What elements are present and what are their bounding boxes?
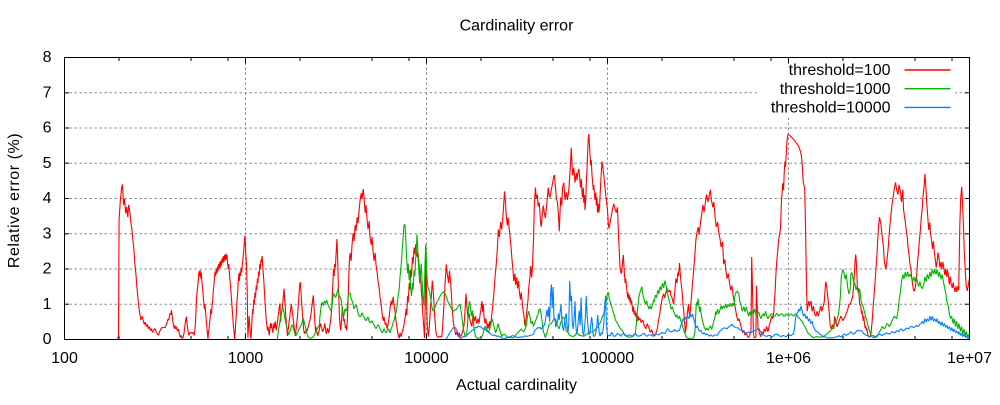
svg-text:0: 0 [43,331,52,348]
svg-text:1e+07: 1e+07 [947,350,992,367]
svg-text:100000: 100000 [581,350,634,367]
svg-text:Actual cardinality: Actual cardinality [456,377,577,394]
svg-text:threshold=100: threshold=100 [789,62,891,79]
svg-text:8: 8 [43,49,52,66]
svg-text:Cardinality error: Cardinality error [460,18,574,35]
svg-text:2: 2 [43,261,52,278]
svg-text:10000: 10000 [404,350,449,367]
svg-text:threshold=1000: threshold=1000 [780,81,891,98]
svg-text:4: 4 [43,190,52,207]
svg-text:100: 100 [51,350,78,367]
svg-text:7: 7 [43,84,52,101]
svg-text:1e+06: 1e+06 [766,350,811,367]
svg-text:Relative error (%): Relative error (%) [6,133,23,268]
svg-text:1: 1 [43,296,52,313]
svg-text:5: 5 [43,155,52,172]
svg-text:threshold=10000: threshold=10000 [771,100,891,117]
svg-text:3: 3 [43,225,52,242]
svg-text:1000: 1000 [228,350,264,367]
svg-text:6: 6 [43,120,52,137]
